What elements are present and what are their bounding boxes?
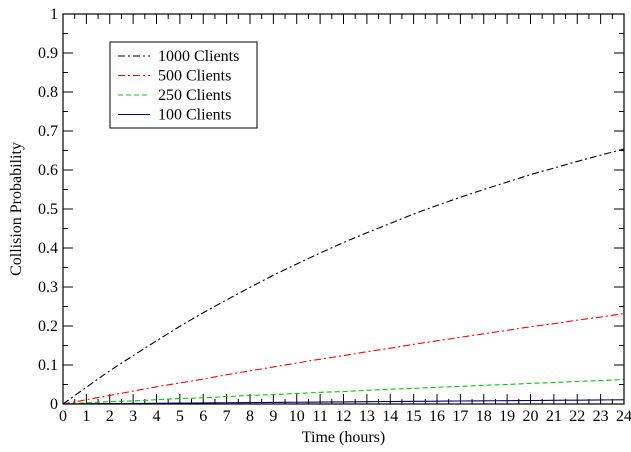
x-tick-label: 3	[129, 408, 137, 425]
y-tick-label: 1	[50, 6, 58, 23]
x-tick-label: 16	[429, 408, 445, 425]
legend-label-100-clients: 100 Clients	[158, 107, 231, 124]
y-tick-label: 0.2	[38, 318, 58, 335]
x-tick-label: 8	[246, 408, 254, 425]
x-tick-label: 20	[523, 408, 539, 425]
x-tick-label: 18	[476, 408, 492, 425]
x-tick-label: 15	[406, 408, 422, 425]
legend: 1000 Clients 500 Clients 250 Clients 100 Cl…	[109, 41, 258, 129]
y-tick-label: 0.1	[38, 357, 58, 374]
y-tick-label: 0.4	[38, 240, 58, 257]
series-line-1000-clients	[62, 148, 625, 405]
x-tick-label: 4	[153, 408, 161, 425]
series-layer	[62, 148, 625, 405]
x-tick-label: 12	[336, 408, 352, 425]
y-axis-label: Collision Probability	[8, 142, 25, 276]
y-tick-label: 0.5	[38, 201, 58, 218]
x-tick-label: 24	[616, 408, 631, 425]
legend-label-500-clients: 500 Clients	[158, 68, 231, 85]
x-axis-label: Time (hours)	[302, 429, 385, 446]
x-tick-label: 19	[499, 408, 515, 425]
plot-frame	[62, 13, 625, 405]
x-tick-label: 23	[593, 408, 609, 425]
x-tick-label: 22	[569, 408, 585, 425]
y-tick-label: 0	[50, 396, 58, 413]
x-tick-label: 5	[176, 408, 184, 425]
series-line-500-clients	[62, 312, 625, 405]
series-line-100-clients	[62, 399, 625, 405]
x-tick-label: 2	[106, 408, 114, 425]
x-tick-label: 13	[359, 408, 375, 425]
x-tick-label: 21	[546, 408, 562, 425]
legend-label-1000-clients: 1000 Clients	[158, 48, 239, 65]
y-tick-label: 0.9	[38, 45, 58, 62]
y-tick-label: 0.3	[38, 279, 58, 296]
y-tick-label: 0.7	[38, 123, 58, 140]
x-tick-label: 11	[312, 408, 327, 425]
x-tick-label: 17	[452, 408, 468, 425]
y-tick-label: 0.8	[38, 84, 58, 101]
x-tick-label: 10	[289, 408, 305, 425]
series-line-250-clients	[62, 378, 625, 405]
x-tick-label: 1	[82, 408, 90, 425]
ticks-layer: 0 1 2 3 4 5 6 7 8 9 10 11 12 13 14 15 16 17 18 19 20 21 22 23 24…	[38, 6, 631, 425]
x-tick-label: 0	[59, 408, 67, 425]
x-tick-label: 7	[223, 408, 231, 425]
x-tick-label: 9	[269, 408, 277, 425]
x-tick-label: 14	[382, 408, 398, 425]
y-tick-label: 0.6	[38, 162, 58, 179]
x-tick-label: 6	[199, 408, 207, 425]
legend-label-250-clients: 250 Clients	[158, 87, 231, 104]
